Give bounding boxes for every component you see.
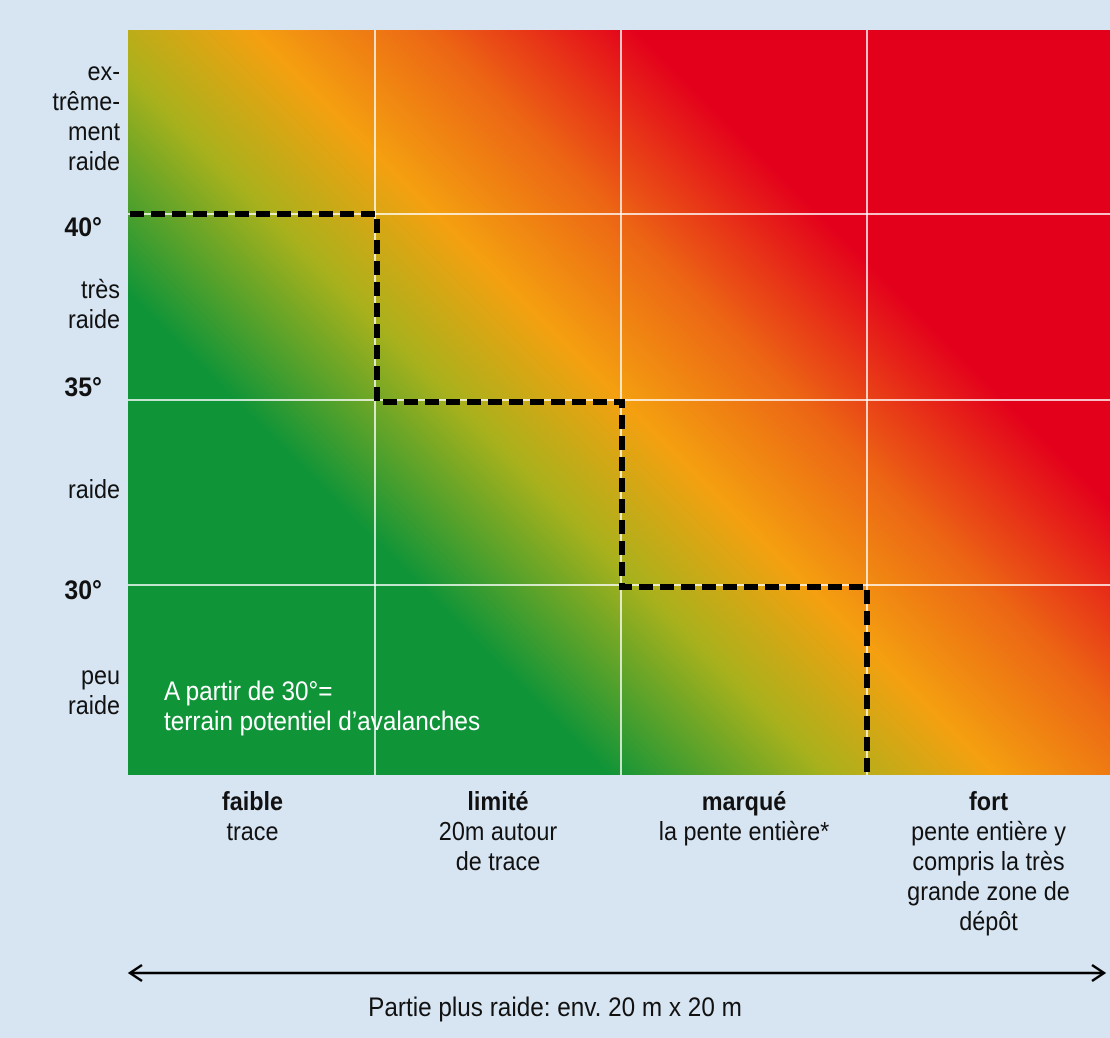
x-category-fort: fort pente entière y compris la très gra… — [879, 786, 1098, 936]
y-tick-35: 35° — [64, 372, 102, 402]
x-category-limite: limité 20m autour de trace — [387, 786, 608, 876]
x-axis-label: Partie plus raide: env. 20 m x 20 m — [368, 992, 742, 1022]
y-tick-30: 30° — [64, 575, 102, 605]
x-category-desc: la pente entière* — [658, 816, 830, 846]
y-band-label-extremely-steep: ex- trême- ment raide — [52, 56, 120, 176]
y-band-label-steep: raide — [67, 474, 120, 504]
x-category-desc: trace — [226, 816, 279, 846]
x-category-title: faible — [221, 786, 284, 816]
span-arrow — [127, 963, 1107, 983]
x-category-desc: pente entière y compris la très grande z… — [907, 816, 1070, 936]
span-arrow-right-head — [1091, 963, 1107, 983]
x-category-title: marqué — [701, 786, 787, 816]
x-category-faible: faible trace — [142, 786, 363, 846]
y-band-label-very-steep: très raide — [67, 274, 120, 334]
avalanche-terrain-annotation: A partir de 30°= terrain potentiel d’ava… — [164, 676, 481, 736]
x-category-title: fort — [968, 786, 1008, 816]
x-category-marque: marqué la pente entière* — [633, 786, 854, 846]
y-band-label-slightly-steep: peu raide — [67, 660, 120, 720]
x-category-title: limité — [467, 786, 529, 816]
threshold-dashed-line — [130, 211, 870, 775]
x-category-desc: 20m autour de trace — [438, 816, 558, 876]
y-tick-40: 40° — [64, 212, 102, 242]
span-arrow-left-head — [127, 963, 143, 983]
